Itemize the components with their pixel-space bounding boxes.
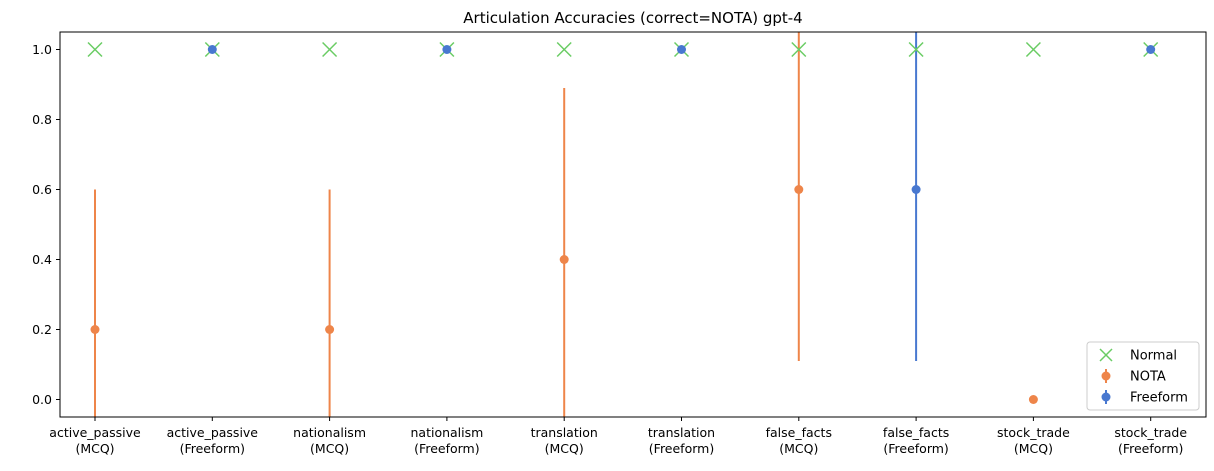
nota-marker (90, 325, 100, 334)
x-tick-label: (MCQ) (545, 441, 584, 456)
y-axis: 0.0 0.2 0.4 0.6 0.8 1.0 (32, 42, 60, 407)
freeform-marker (911, 185, 921, 194)
errorbar-layer (94, 32, 918, 417)
freeform-marker (442, 45, 452, 54)
y-tick-label: 0.8 (32, 112, 52, 127)
y-tick-label: 0.0 (32, 392, 52, 407)
y-tick-label: 0.4 (32, 252, 52, 267)
chart-title: Articulation Accuracies (correct=NOTA) g… (463, 9, 802, 27)
legend-normal-label: Normal (1130, 349, 1177, 364)
x-tick-label: stock_trade (997, 425, 1070, 440)
x-tick-label: nationalism (293, 425, 366, 440)
legend: Normal NOTA Freeform (1086, 341, 1200, 411)
legend-freeform-marker (1101, 392, 1111, 402)
x-tick-label: translation (648, 425, 715, 440)
x-tick-label: (MCQ) (1014, 441, 1053, 456)
y-tick-label: 1.0 (32, 42, 52, 57)
nota-marker (325, 325, 335, 334)
x-tick-label: false_facts (766, 425, 832, 440)
x-tick-label: false_facts (883, 425, 949, 440)
marker-layer (87, 41, 1159, 404)
x-tick-label: (MCQ) (310, 441, 349, 456)
legend-nota-label: NOTA (1130, 370, 1166, 385)
nota-marker (794, 185, 804, 194)
freeform-marker (1146, 45, 1156, 54)
normal-marker (87, 41, 103, 58)
legend-normal-marker (1099, 348, 1113, 362)
y-tick-label: 0.6 (32, 182, 52, 197)
normal-marker (322, 41, 338, 58)
x-tick-label: stock_trade (1114, 425, 1187, 440)
nota-marker (1028, 395, 1038, 404)
normal-marker (1025, 41, 1041, 58)
normal-marker (556, 41, 572, 58)
x-tick-label: (Freeform) (414, 441, 479, 456)
x-tick-label: active_passive (49, 425, 141, 440)
legend-freeform-label: Freeform (1130, 391, 1188, 406)
x-tick-label: (Freeform) (180, 441, 245, 456)
nota-marker (559, 255, 569, 264)
x-tick-label: (Freeform) (1118, 441, 1183, 456)
x-tick-label: (MCQ) (75, 441, 114, 456)
normal-marker (791, 41, 807, 58)
freeform-marker (677, 45, 686, 54)
x-axis: active_passive(MCQ)active_passive(Freefo… (49, 417, 1187, 456)
plot-frame (59, 31, 1207, 418)
x-tick-label: (Freeform) (883, 441, 948, 456)
x-tick-label: (MCQ) (779, 441, 818, 456)
x-tick-label: translation (531, 425, 598, 440)
freeform-marker (207, 45, 217, 54)
x-tick-label: active_passive (167, 425, 259, 440)
x-tick-label: nationalism (410, 425, 483, 440)
legend-box (1086, 341, 1200, 411)
normal-marker (908, 41, 924, 58)
legend-nota-marker (1101, 371, 1111, 381)
x-tick-label: (Freeform) (649, 441, 714, 456)
y-tick-label: 0.2 (32, 322, 52, 337)
